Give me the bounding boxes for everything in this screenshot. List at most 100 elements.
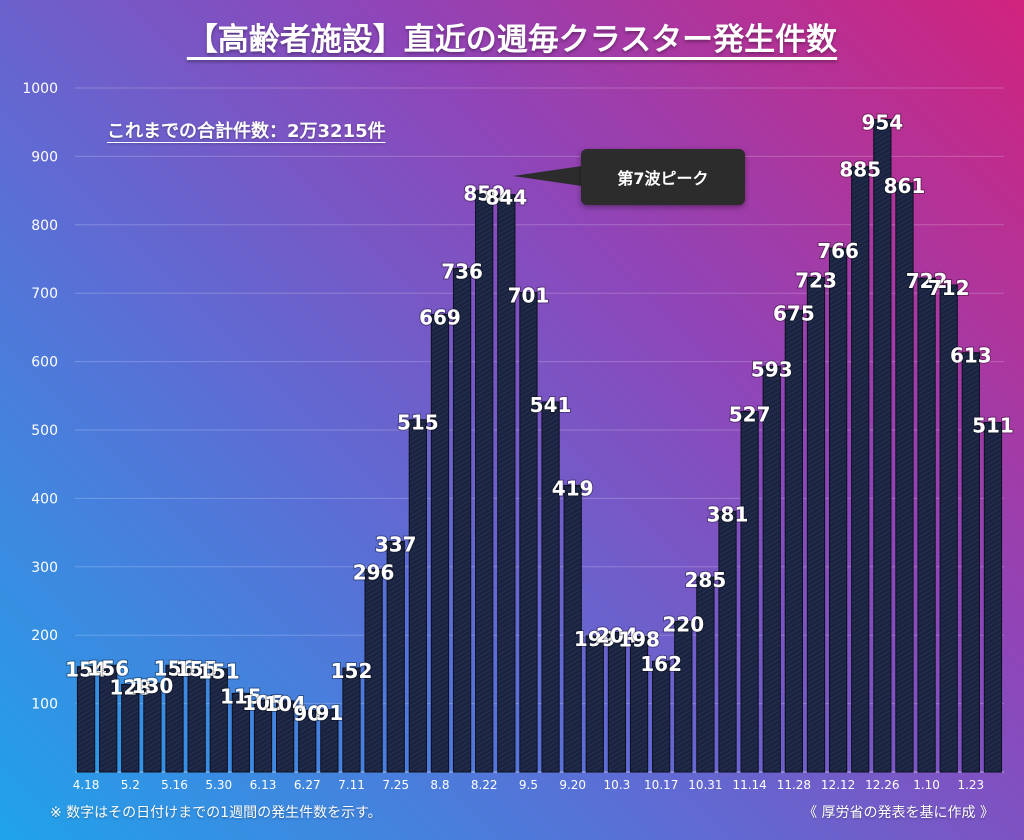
value-label: 296: [353, 561, 395, 585]
value-label: 844: [485, 186, 527, 210]
value-label: 151: [198, 660, 240, 684]
value-label: 337: [375, 532, 417, 556]
y-tick-label: 100: [31, 697, 58, 713]
bar: [762, 365, 781, 773]
value-label: 152: [331, 659, 373, 683]
x-tick-label: 6.13: [250, 778, 277, 792]
bar: [342, 667, 361, 773]
x-tick-label: 10.31: [688, 778, 722, 792]
value-label: 104: [264, 692, 306, 716]
x-tick-label: 5.16: [161, 778, 188, 792]
bar: [674, 621, 693, 773]
bar: [740, 411, 759, 773]
y-tick-label: 200: [31, 628, 58, 644]
bar: [298, 709, 317, 773]
x-tick-label: 7.11: [338, 778, 365, 792]
value-label: 766: [817, 239, 859, 263]
bar: [497, 194, 516, 773]
value-label: 128: [109, 675, 151, 699]
value-label: 850: [463, 182, 505, 206]
bar: [165, 664, 184, 773]
value-label: 675: [773, 301, 815, 325]
x-tick-label: 5.30: [205, 778, 232, 792]
value-label: 861: [884, 174, 926, 198]
bar: [276, 700, 295, 773]
bar: [784, 309, 803, 773]
bar: [983, 421, 1003, 773]
source-note: 《 厚労省の発表を基に作成 》: [803, 805, 994, 821]
total-count-note: これまでの合計件数：2万3215件: [107, 121, 386, 142]
bar: [629, 636, 649, 773]
value-label: 115: [220, 684, 262, 708]
bar: [607, 631, 627, 773]
x-tick-label: 9.5: [519, 778, 538, 792]
y-tick-label: 700: [31, 286, 58, 302]
bar: [895, 182, 914, 773]
bar: [231, 692, 251, 773]
bar: [917, 277, 936, 773]
bar: [76, 666, 96, 773]
value-label: 527: [729, 403, 771, 427]
bar: [320, 709, 339, 773]
value-label: 91: [315, 701, 343, 725]
bar: [430, 313, 450, 773]
value-label: 736: [441, 260, 483, 284]
x-tick-label: 11.14: [732, 778, 766, 792]
x-tick-label: 7.25: [382, 778, 409, 792]
footnote: ※ 数字はその日付けまでの1週間の発生件数を示す。: [50, 805, 382, 821]
value-labels: 1541561281301561551511151051049091152296…: [64, 109, 1015, 726]
value-label: 105: [242, 691, 284, 715]
bars: [76, 118, 1003, 773]
value-label: 220: [662, 613, 704, 637]
x-tick-label: 5.2: [121, 778, 140, 792]
bar: [99, 664, 118, 773]
bar: [452, 268, 472, 773]
bar: [475, 190, 494, 773]
y-tick-label: 1000: [22, 81, 58, 97]
value-label: 885: [839, 158, 881, 182]
bar: [519, 292, 538, 773]
value-label: 701: [508, 284, 550, 308]
bar: [408, 419, 427, 773]
bar: [961, 352, 980, 773]
value-label: 613: [950, 344, 992, 368]
x-tick-label: 12.12: [821, 778, 855, 792]
bar: [873, 118, 892, 773]
x-tick-label: 8.22: [471, 778, 498, 792]
x-tick-label: 10.3: [604, 778, 631, 792]
value-label: 156: [154, 656, 196, 680]
y-tick-label: 400: [31, 491, 58, 507]
value-label: 419: [552, 476, 594, 500]
bar: [718, 510, 737, 773]
value-label: 954: [861, 110, 903, 134]
value-label: 130: [132, 674, 174, 698]
bar: [187, 665, 206, 773]
value-label: 712: [928, 276, 970, 300]
x-tick-label: 8.8: [430, 778, 449, 792]
value-label: 162: [640, 652, 682, 676]
x-tick-label: 11.28: [777, 778, 811, 792]
value-label: 285: [685, 568, 727, 592]
x-tick-label: 9.20: [559, 778, 586, 792]
x-tick-label: 4.18: [73, 778, 100, 792]
y-tick-label: 600: [31, 355, 58, 371]
value-label: 722: [906, 269, 948, 293]
value-label: 156: [87, 656, 129, 680]
value-label: 199: [574, 627, 616, 651]
value-label: 515: [397, 411, 439, 435]
value-label: 155: [176, 657, 218, 681]
chart-title: 【高齢者施設】直近の週毎クラスター発生件数: [186, 22, 838, 58]
value-label: 204: [596, 623, 638, 647]
bar: [652, 660, 671, 773]
bar: [364, 569, 383, 773]
value-label: 593: [751, 357, 793, 381]
peak-callout: 第7波ピーク: [581, 149, 745, 205]
peak-callout-arrow: [513, 166, 582, 186]
x-tick-label: 1.23: [957, 778, 984, 792]
x-tick-label: 10.17: [644, 778, 678, 792]
x-tick-label: 12.26: [865, 778, 899, 792]
value-label: 154: [65, 658, 107, 682]
grid-lines: [75, 87, 1004, 773]
value-label: 198: [618, 628, 660, 652]
